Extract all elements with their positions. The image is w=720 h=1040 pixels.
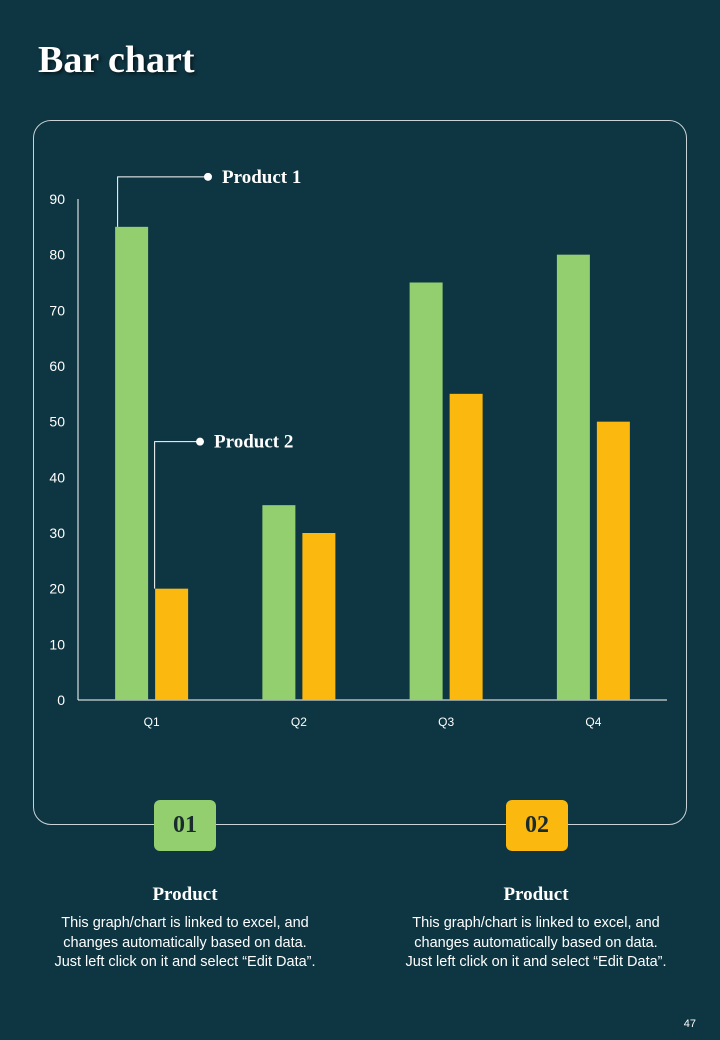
callout-line-series-2 bbox=[154, 441, 200, 589]
bar-q1-series-2[interactable] bbox=[155, 588, 189, 700]
y-tick-label: 70 bbox=[49, 302, 65, 318]
chart-frame bbox=[33, 120, 687, 825]
bar-q3-series-1[interactable] bbox=[409, 282, 443, 701]
x-tick-label: Q1 bbox=[144, 715, 160, 729]
y-tick-label: 10 bbox=[49, 636, 65, 652]
series-label-2: Product 2 bbox=[214, 432, 293, 453]
callout-dot-series-2 bbox=[196, 437, 204, 446]
y-tick-label: 60 bbox=[49, 358, 65, 374]
card-text: This graph/chart is linked to excel, and… bbox=[54, 915, 316, 970]
bar-q4-series-1[interactable] bbox=[556, 254, 590, 700]
badge-01: 01 bbox=[154, 800, 216, 851]
y-tick-label: 50 bbox=[49, 414, 65, 430]
bar-q1-series-1[interactable] bbox=[115, 226, 149, 701]
x-tick-label: Q4 bbox=[585, 715, 601, 729]
badge-02: 02 bbox=[506, 800, 568, 851]
x-tick-label: Q3 bbox=[438, 715, 454, 729]
page-title: Bar chart bbox=[38, 39, 195, 81]
y-tick-label: 30 bbox=[49, 525, 65, 541]
callout-line-series-1 bbox=[117, 176, 208, 227]
y-tick-label: 90 bbox=[49, 191, 65, 207]
bar-q3-series-2[interactable] bbox=[449, 393, 483, 700]
card-title: Product bbox=[503, 884, 569, 905]
bar-q2-series-2[interactable] bbox=[302, 533, 336, 700]
y-tick-label: 20 bbox=[49, 581, 65, 597]
product-card-1: Product This graph/chart is linked to ex… bbox=[50, 884, 320, 973]
bar-q4-series-2[interactable] bbox=[596, 421, 630, 700]
y-tick-label: 40 bbox=[49, 469, 65, 485]
x-tick-label: Q2 bbox=[291, 715, 307, 729]
callout-dot-series-1 bbox=[204, 172, 212, 181]
product-card-2: Product This graph/chart is linked to ex… bbox=[401, 884, 671, 973]
card-title: Product bbox=[152, 884, 218, 905]
bar-q2-series-1[interactable] bbox=[262, 505, 296, 700]
series-label-1: Product 1 bbox=[222, 167, 301, 188]
card-text: This graph/chart is linked to excel, and… bbox=[405, 915, 667, 970]
y-tick-label: 0 bbox=[57, 692, 65, 708]
page-number: 47 bbox=[683, 1018, 696, 1030]
y-tick-label: 80 bbox=[49, 247, 65, 263]
